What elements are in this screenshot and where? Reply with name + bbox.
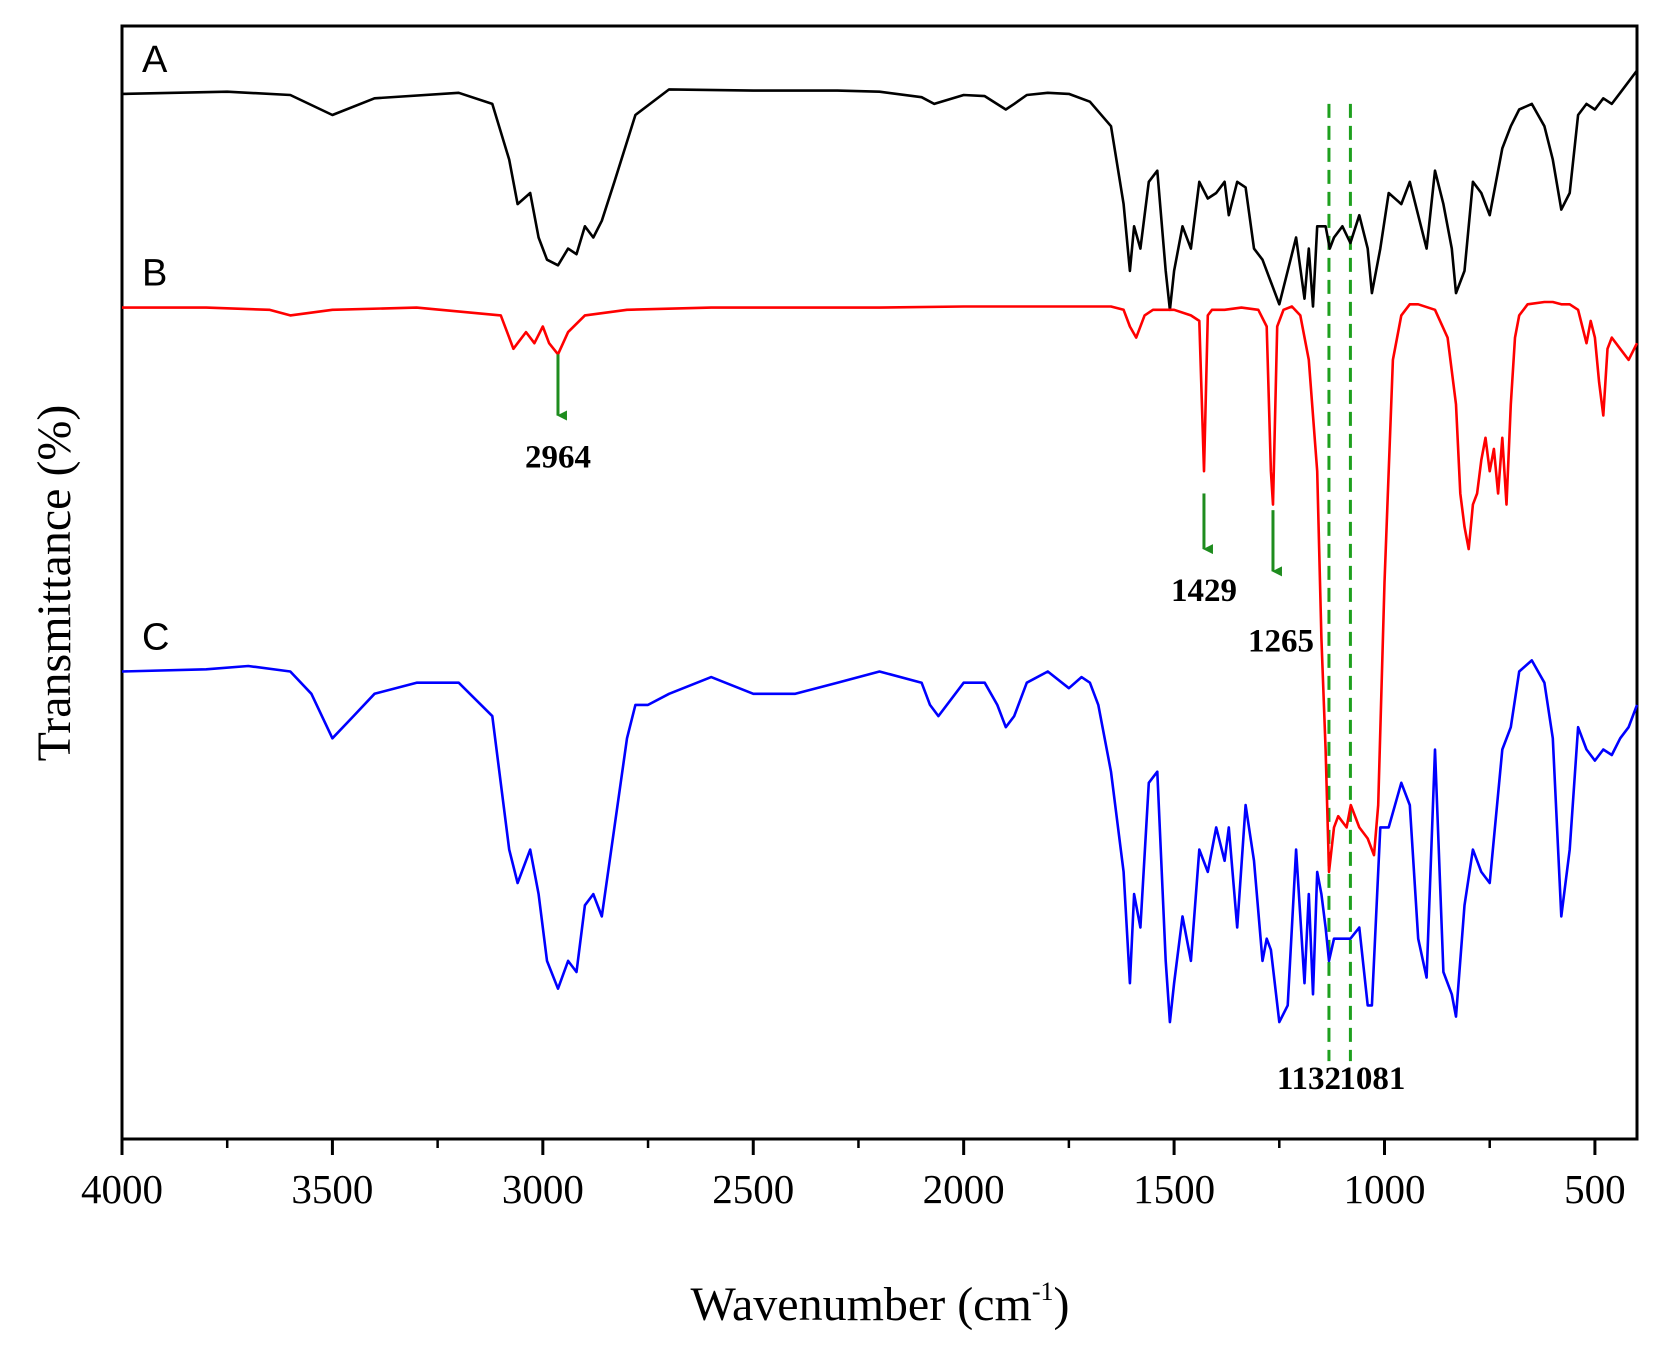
x-axis-title-main: Wavenumber (cm (691, 1278, 1032, 1331)
x-tick-label: 1000 (1344, 1166, 1426, 1212)
peak-label: 1429 (1171, 573, 1237, 609)
x-tick-label: 2000 (923, 1166, 1005, 1212)
series-label-b: B (142, 253, 167, 295)
x-axis-title-superscript: -1 (1032, 1277, 1054, 1306)
series-line-b (122, 300, 1639, 874)
y-axis-title: Transmittance (%) (28, 405, 81, 762)
peak-label: 1265 (1248, 623, 1314, 659)
series-label-c: C (142, 617, 169, 659)
reference-lines (1327, 103, 1352, 1062)
x-tick-label: 1500 (1133, 1166, 1215, 1212)
plot-frame (120, 24, 1639, 1141)
x-tick-label: 3500 (291, 1166, 373, 1212)
x-tick-label: 4000 (81, 1166, 163, 1212)
spectra-series: A B C (121, 39, 1639, 1024)
peak-label: 2964 (525, 440, 591, 476)
reference-line-label: 1081 (1339, 1061, 1405, 1097)
x-tick-label: 2500 (712, 1166, 794, 1212)
x-axis-title-close: ) (1054, 1278, 1070, 1331)
series-label-a: A (142, 39, 168, 81)
x-axis-title: Wavenumber (cm-1) (691, 1277, 1070, 1331)
reference-line-label: 1132 (1277, 1061, 1341, 1097)
x-axis-ticks: 4000 3500 3000 2500 2000 1500 1000 500 (81, 1139, 1626, 1212)
series-line-a (121, 69, 1639, 312)
series-line-c (121, 659, 1639, 1024)
x-tick-label: 500 (1564, 1166, 1626, 1212)
x-tick-label: 3000 (502, 1166, 584, 1212)
